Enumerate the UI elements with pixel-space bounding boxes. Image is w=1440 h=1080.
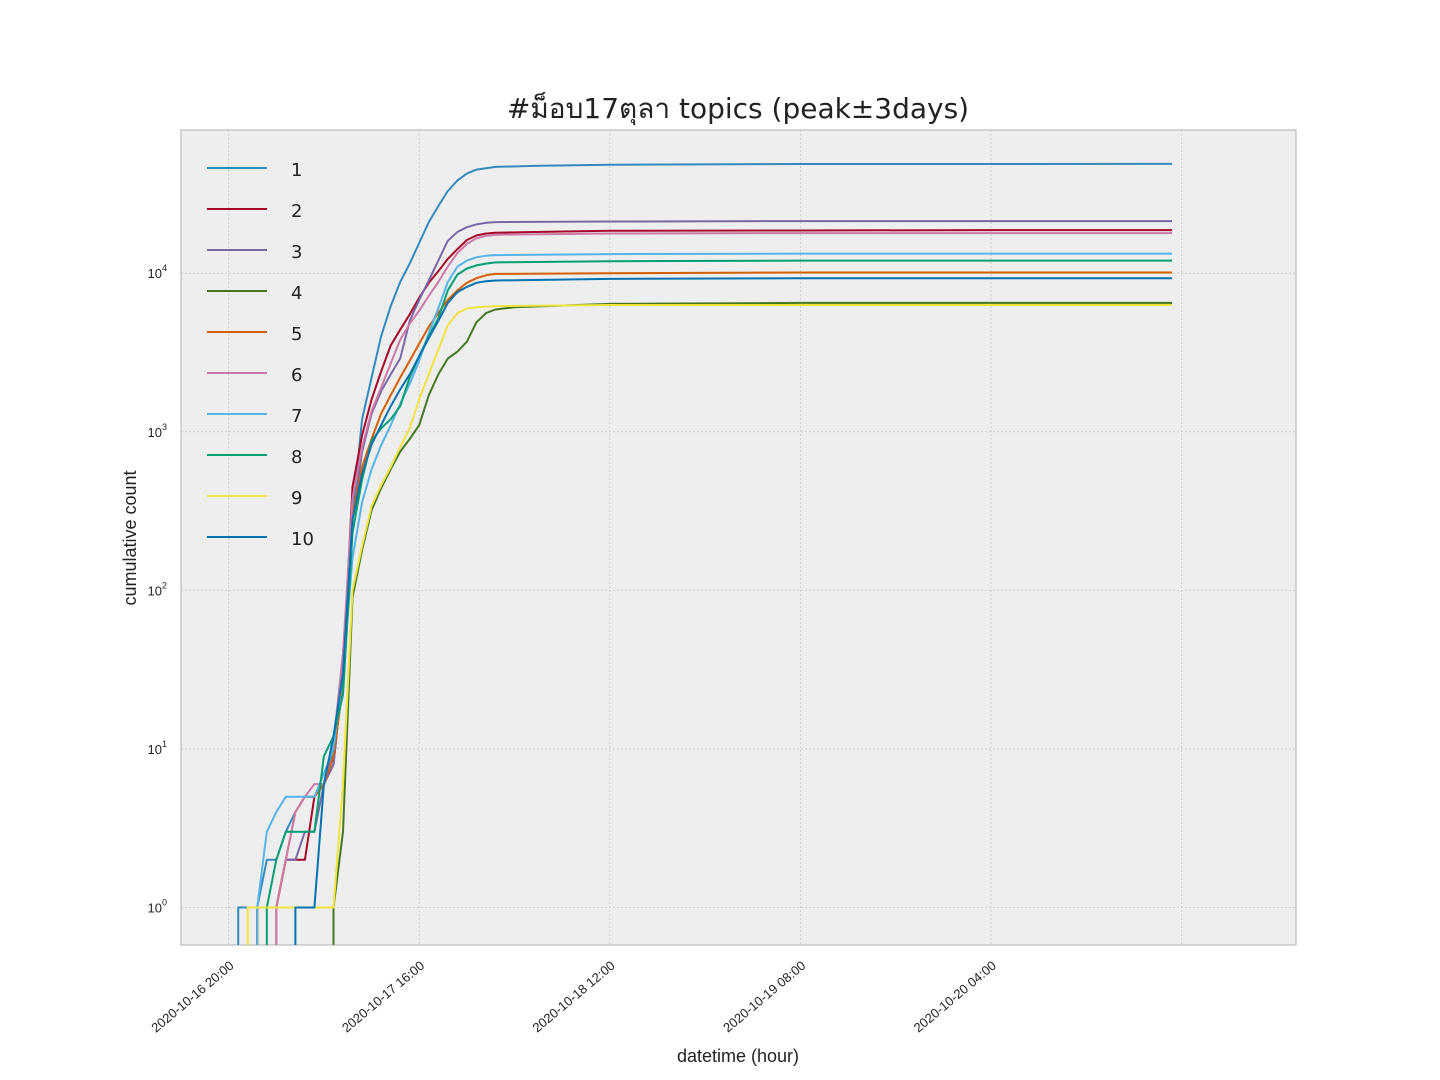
chart-title: #ม็อบ17ตุลา topics (peak±3days): [507, 91, 969, 126]
plot-area: [180, 129, 1297, 946]
y-tick-label: 102: [148, 580, 167, 598]
y-tick-label: 101: [148, 739, 167, 757]
series-line-7: [256, 252, 1173, 945]
legend-label-5: 5: [291, 324, 302, 345]
series-line-8: [265, 259, 1173, 945]
x-tick-label: 2020-10-17 16:00: [339, 958, 427, 1035]
legend-label-4: 4: [291, 283, 302, 304]
legend-label-1: 1: [291, 160, 302, 181]
legend: 1 2 3 4 5 6 7 8 9 10: [207, 160, 314, 550]
legend-label-6: 6: [291, 365, 302, 386]
y-axis-ticks: 100 101 102 103 104: [148, 263, 167, 915]
y-axis-label: cumulative count: [120, 470, 140, 605]
series-line-10: [294, 277, 1173, 945]
legend-label-7: 7: [291, 406, 302, 427]
series-lines: [237, 162, 1173, 945]
legend-label-8: 8: [291, 447, 302, 468]
y-tick-label: 103: [148, 422, 167, 440]
series-line-2: [256, 229, 1173, 945]
legend-label-9: 9: [291, 488, 302, 509]
legend-label-3: 3: [291, 242, 302, 263]
x-axis-label: datetime (hour): [677, 1046, 799, 1066]
y-tick-label: 100: [148, 897, 167, 915]
x-tick-label: 2020-10-20 04:00: [911, 958, 999, 1035]
y-tick-label: 104: [148, 263, 167, 281]
series-line-6: [275, 232, 1173, 945]
legend-label-10: 10: [291, 529, 314, 550]
x-tick-label: 2020-10-18 12:00: [529, 958, 617, 1035]
x-axis-ticks: 2020-10-16 20:00 2020-10-17 16:00 2020-10-…: [148, 958, 999, 1035]
x-tick-label: 2020-10-19 08:00: [720, 958, 808, 1035]
x-tick-label: 2020-10-16 20:00: [148, 958, 236, 1035]
legend-label-2: 2: [291, 201, 302, 222]
